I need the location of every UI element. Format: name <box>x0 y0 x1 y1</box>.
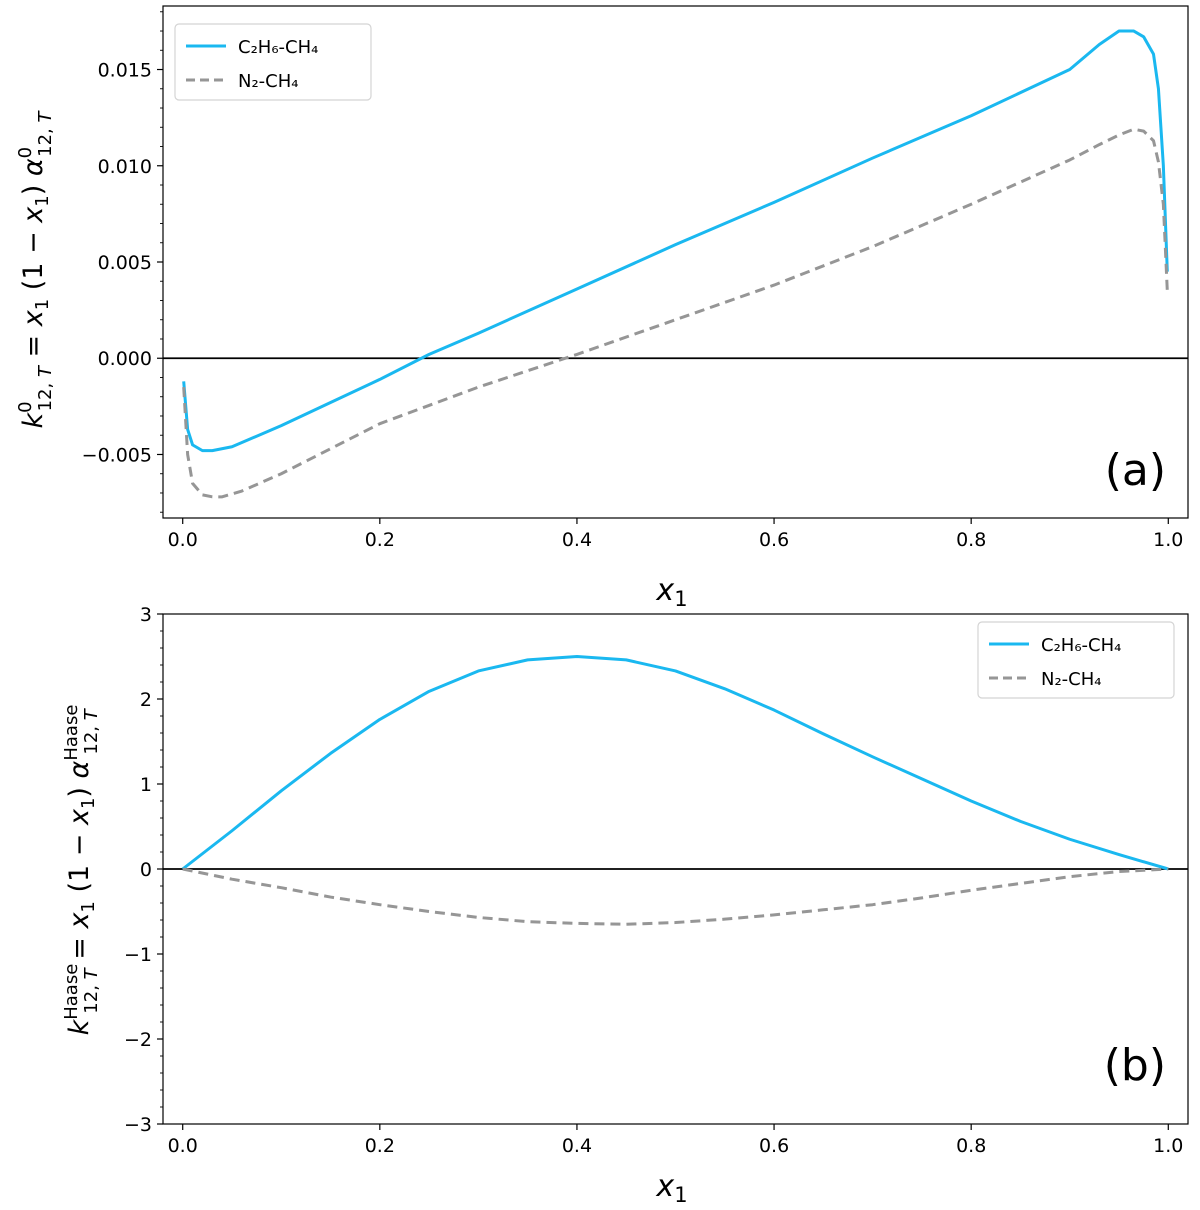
ytick-label: −3 <box>124 1114 152 1136</box>
panel-b-legend-label-c2h6: C₂H₆-CH₄ <box>1041 635 1121 656</box>
panel-a-label: (a) <box>1105 445 1166 496</box>
xtick-label: 0.8 <box>956 1135 986 1157</box>
ytick-label: 0.015 <box>98 60 152 82</box>
ytick-label: 0.005 <box>98 252 152 274</box>
ytick-label: 0.010 <box>98 156 152 178</box>
panel-b-ticks: 0.0 0.2 0.4 0.6 0.8 1.0 −3 −2 −1 0 1 2 3 <box>124 604 1183 1157</box>
ytick-label: 0.000 <box>98 348 152 370</box>
xtick-label: 0.6 <box>759 529 789 551</box>
panel-a-ticks: 0.0 0.2 0.4 0.6 0.8 1.0 −0.005 0.000 0.005 0.010 0… <box>82 60 1184 551</box>
xtick-label: 0.0 <box>168 1135 198 1157</box>
xtick-label: 0.4 <box>562 529 592 551</box>
panel-a-legend-label-n2: N₂-CH₄ <box>238 71 299 92</box>
ytick-label: 2 <box>140 689 152 711</box>
ytick-label: 3 <box>140 604 152 626</box>
panel-a-legend-label-c2h6: C₂H₆-CH₄ <box>238 37 318 58</box>
series-line-n2-ch4 <box>182 867 1169 926</box>
ytick-label: 1 <box>140 774 152 796</box>
panel-b-axes-frame <box>162 613 1189 1125</box>
panel-b-legend-box <box>977 621 1175 699</box>
panel-b-legend-label-n2: N₂-CH₄ <box>1041 669 1102 690</box>
xtick-label: 1.0 <box>1153 529 1183 551</box>
panel-b-xlabel: x1 <box>655 1169 687 1207</box>
ytick-label: −2 <box>124 1029 152 1051</box>
panel-b-series <box>181 655 1169 926</box>
xtick-label: 0.4 <box>562 1135 592 1157</box>
ytick-label: −0.005 <box>82 444 152 466</box>
panel-b-label: (b) <box>1104 1040 1166 1091</box>
xtick-label: 0.2 <box>365 1135 395 1157</box>
panel-a-xlabel: x1 <box>655 573 687 611</box>
panel-a-series <box>182 29 1169 499</box>
panel-a: 0.0 0.2 0.4 0.6 0.8 1.0 −0.005 0.000 0.005 0.010 0… <box>15 5 1189 611</box>
ytick-label: −1 <box>124 944 152 966</box>
panel-a-axes-frame <box>162 5 1189 519</box>
panel-a-ylabel: k012, T = x1 (1 − x1) α012, T <box>15 110 56 429</box>
xtick-label: 0.0 <box>168 529 198 551</box>
series-line-c2h6-ch4 <box>182 29 1169 453</box>
panel-b-xlabel-sub: 1 <box>674 1183 687 1207</box>
xtick-label: 0.2 <box>365 529 395 551</box>
panel-a-legend: C₂H₆-CH₄ N₂-CH₄ <box>174 23 372 101</box>
panel-a-xlabel-sub: 1 <box>674 587 687 611</box>
series-line-n2-ch4 <box>182 127 1169 499</box>
xtick-label: 0.6 <box>759 1135 789 1157</box>
xtick-label: 0.8 <box>956 529 986 551</box>
panel-b-legend: C₂H₆-CH₄ N₂-CH₄ <box>977 621 1175 699</box>
panel-a-legend-box <box>174 23 372 101</box>
series-line-c2h6-ch4 <box>181 655 1169 871</box>
panel-b: 0.0 0.2 0.4 0.6 0.8 1.0 −3 −2 −1 0 1 2 3 x1 kHaase12… <box>61 604 1189 1207</box>
ytick-label: 0 <box>140 859 152 881</box>
xtick-label: 1.0 <box>1153 1135 1183 1157</box>
panel-b-ylabel: kHaase12, T = x1 (1 − x1) αHaase12, T <box>61 705 102 1036</box>
